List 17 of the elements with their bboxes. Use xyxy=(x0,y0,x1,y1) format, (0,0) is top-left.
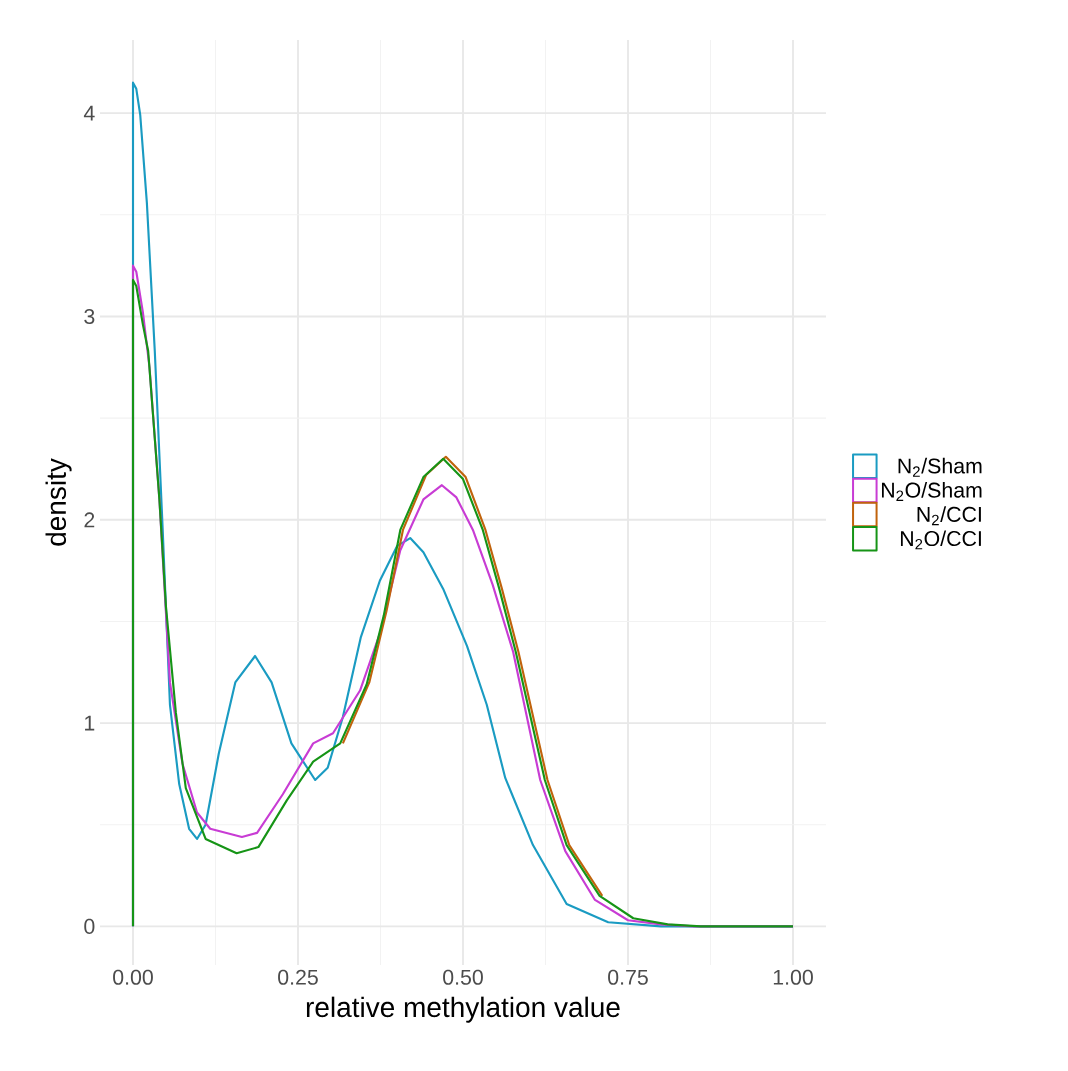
legend-label: N$_{2}$/Sham xyxy=(898,457,982,477)
x-axis-title: relative methylation value xyxy=(306,996,620,1023)
y-tick-label: 4 xyxy=(83,105,95,121)
legend-label: N$_{2}$/CCI xyxy=(917,506,981,526)
legend-label: N$_{2}$O/CCI xyxy=(900,530,981,550)
y-tick-label: 1 xyxy=(85,715,95,731)
line-series xyxy=(341,455,604,897)
y-tick-label: 0 xyxy=(84,918,95,934)
x-tick-label: 0.50 xyxy=(443,969,483,985)
x-tick-label: 0.25 xyxy=(278,969,318,985)
y-tick-label: 2 xyxy=(84,512,95,528)
legend-label: N$_{2}$O/Sham xyxy=(882,482,982,501)
y-tick-label: 3 xyxy=(84,308,95,325)
y-axis-title: density xyxy=(45,458,72,546)
x-tick-label: 0.75 xyxy=(608,969,648,985)
x-tick-label: 0.00 xyxy=(113,969,153,985)
x-tick-label: 1.00 xyxy=(773,969,813,985)
